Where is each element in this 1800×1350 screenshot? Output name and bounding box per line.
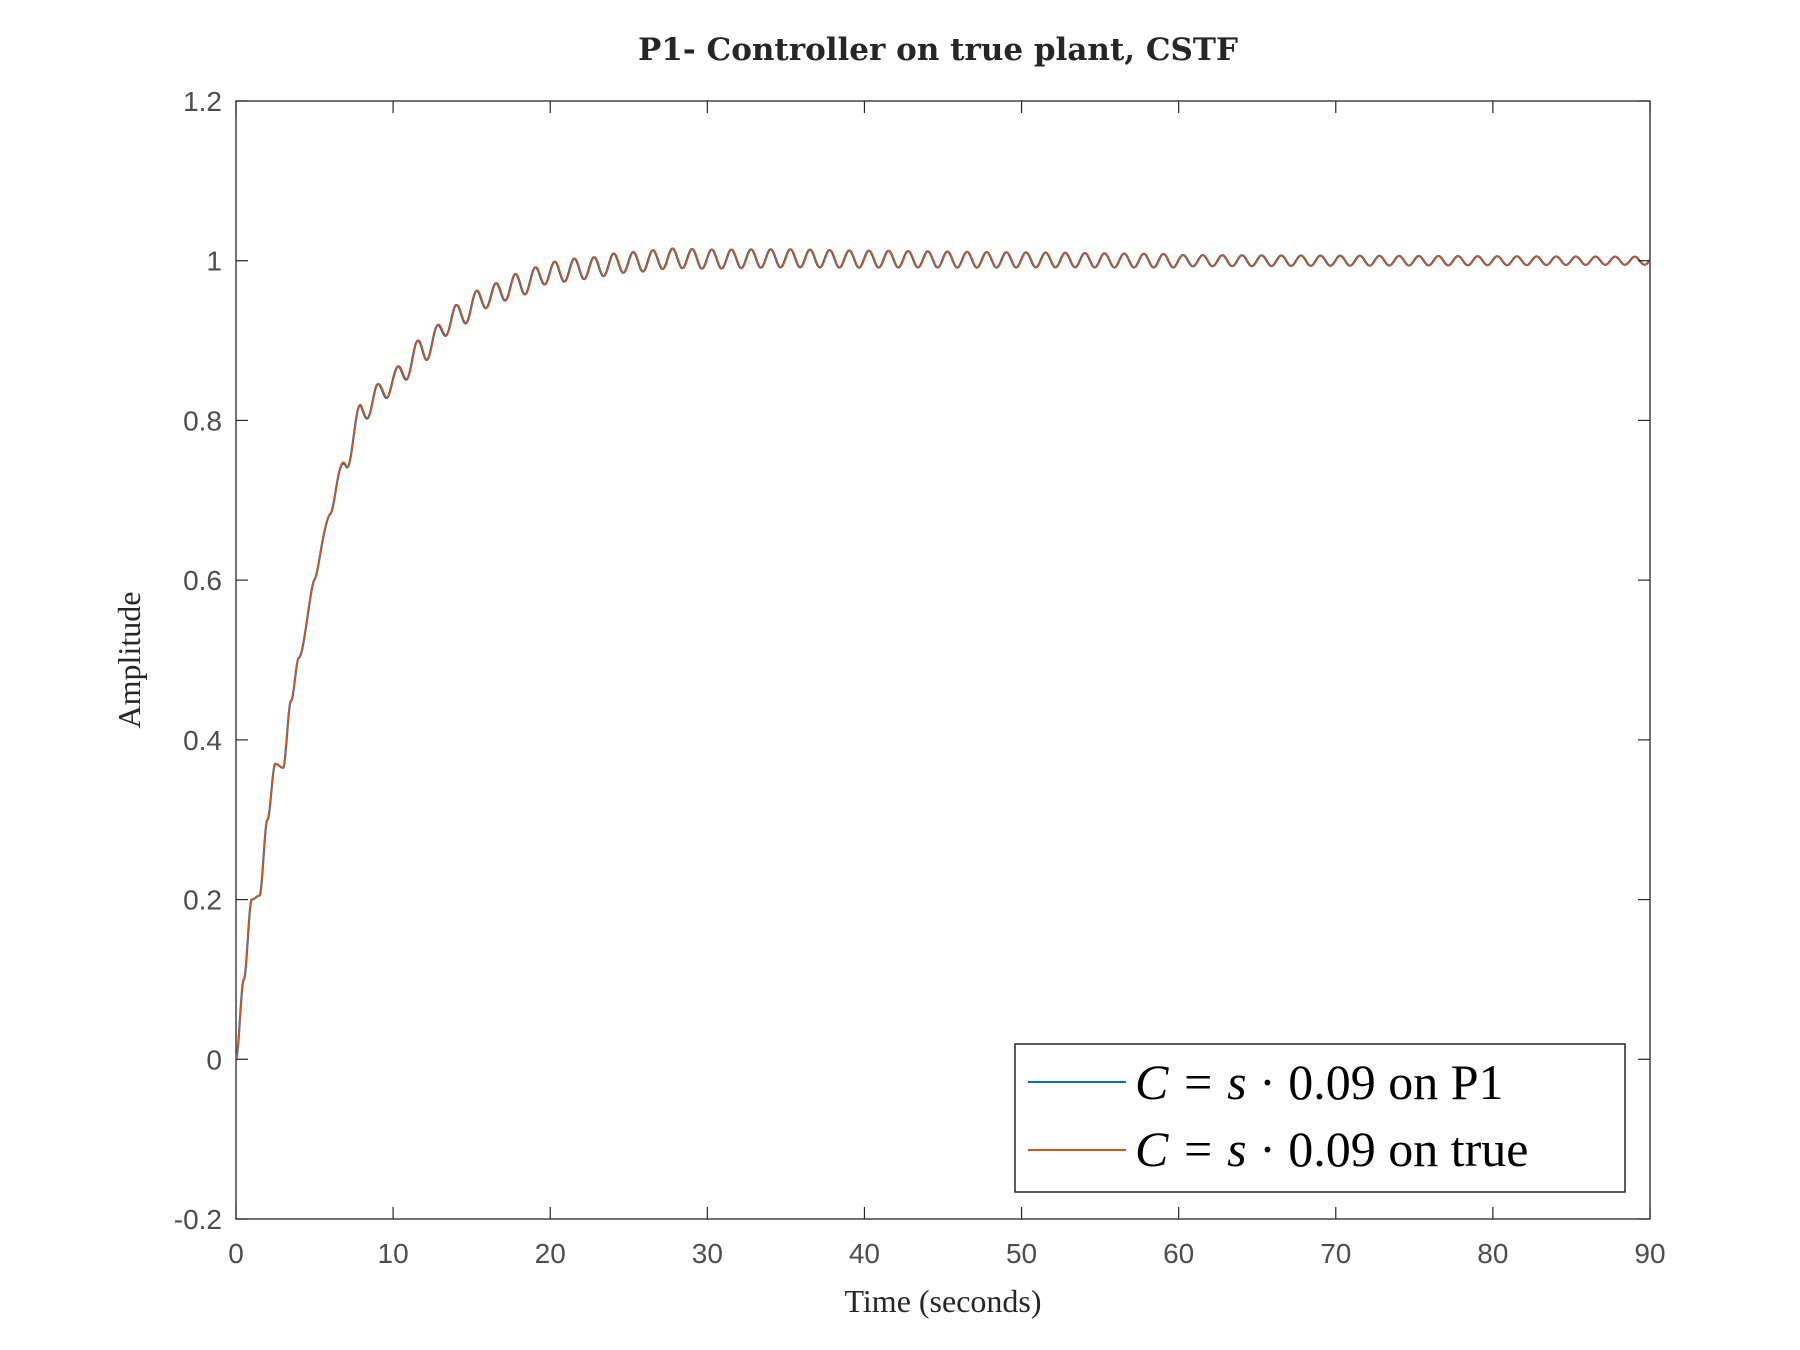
x-tick-label: 70 (1320, 1238, 1351, 1269)
x-axis-label: Time (seconds) (844, 1283, 1041, 1319)
x-tick-label: 40 (849, 1238, 880, 1269)
y-tick-label: 0.6 (183, 565, 222, 596)
y-tick-label: 0.4 (183, 725, 222, 756)
x-tick-label: 0 (228, 1238, 244, 1269)
x-tick-label: 30 (692, 1238, 723, 1269)
y-tick-label: -0.2 (174, 1204, 222, 1235)
x-tick-label: 20 (535, 1238, 566, 1269)
x-tick-label: 60 (1163, 1238, 1194, 1269)
y-tick-label: 0.8 (183, 405, 222, 436)
legend-box (1014, 1043, 1626, 1193)
series-line-true (235, 247, 1651, 1060)
x-tick-label: 90 (1634, 1238, 1665, 1269)
series-layer (235, 247, 1651, 1061)
y-tick-label: 0.2 (183, 885, 222, 916)
x-tick-label: 50 (1006, 1238, 1037, 1269)
y-tick-label: 1.2 (183, 86, 222, 117)
y-tick-label: 0 (206, 1044, 222, 1075)
plot-area: 0 10 20 30 40 50 60 70 80 90-0.200.20.40.60.811.2 (174, 86, 1666, 1269)
y-axis-label: Amplitude (111, 592, 147, 729)
legend-entry-true-rest: · 0.09 on true (1247, 1121, 1529, 1177)
legend-entry-p1-rest: · 0.09 on P1 (1247, 1054, 1504, 1110)
legend-entry-true: C = s · 0.09 on true (1135, 1121, 1528, 1177)
legend-entry-true-math: C = s (1135, 1121, 1247, 1177)
axes-box (235, 100, 1651, 1220)
legend: C = s · 0.09 on P1 C = s · 0.09 on true (1014, 1043, 1626, 1193)
legend-entry-p1: C = s · 0.09 on P1 (1135, 1054, 1504, 1110)
x-tick-label: 10 (378, 1238, 409, 1269)
tick-layer: 0 10 20 30 40 50 60 70 80 90-0.200.20.40.60.811.2 (174, 86, 1666, 1269)
y-tick-label: 1 (206, 246, 222, 277)
legend-entry-p1-math: C = s (1135, 1054, 1247, 1110)
x-tick-label: 80 (1477, 1238, 1508, 1269)
chart-title: P1- Controller on true plant, CSTF (638, 32, 1238, 68)
